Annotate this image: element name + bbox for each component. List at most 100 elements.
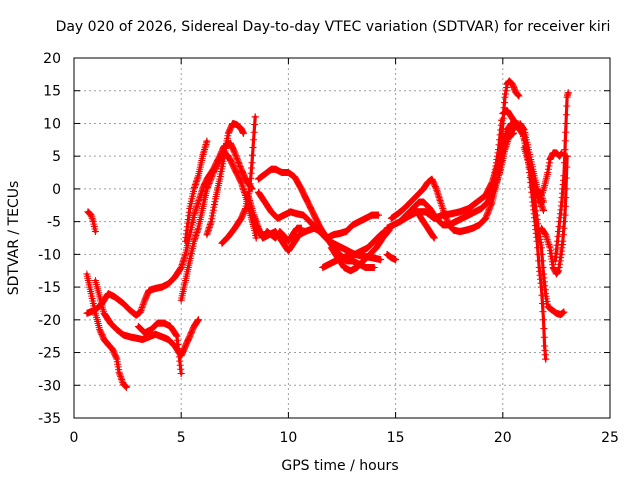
plus-marker [560, 172, 568, 180]
plus-marker [203, 137, 211, 145]
plus-marker [88, 214, 96, 222]
plus-marker [538, 250, 546, 258]
plus-marker [555, 228, 562, 235]
plus-marker [437, 198, 445, 206]
plus-marker [561, 211, 569, 219]
plus-marker [502, 87, 510, 95]
y-tick-label: 15 [43, 84, 61, 100]
plus-marker [540, 333, 548, 341]
y-tick-label: -15 [38, 280, 61, 296]
plus-marker [501, 93, 509, 101]
plus-marker [540, 325, 548, 332]
y-tick-label: -5 [47, 215, 61, 231]
series-track-27 [537, 152, 571, 278]
y-tick-label: 10 [43, 116, 61, 132]
plus-marker [250, 128, 258, 136]
y-tick-label: -10 [38, 247, 61, 263]
plus-marker [561, 146, 569, 154]
plus-marker [560, 224, 568, 232]
x-tick-label: 25 [601, 430, 619, 446]
plus-marker [560, 308, 568, 316]
series-track-16 [383, 250, 400, 264]
plus-marker [91, 228, 99, 235]
plus-marker [374, 211, 382, 219]
plus-marker [438, 203, 446, 211]
series-track-29 [551, 89, 572, 265]
plus-marker [239, 129, 247, 137]
x-tick-label: 20 [494, 430, 512, 446]
plus-marker [539, 264, 547, 271]
plus-marker [539, 300, 546, 307]
plus-marker [252, 234, 260, 242]
plus-marker [377, 256, 385, 264]
plus-marker [430, 234, 438, 242]
plus-marker [118, 377, 126, 385]
plus-marker [514, 91, 522, 99]
plus-marker [540, 316, 547, 324]
plus-marker [545, 159, 553, 167]
plus-marker [117, 373, 125, 381]
series-track-28 [537, 149, 566, 199]
plus-marker [172, 331, 180, 338]
series-track-8 [203, 120, 247, 239]
plus-marker [370, 264, 378, 271]
x-tick-label: 5 [177, 430, 186, 446]
plus-marker [515, 92, 523, 100]
plus-marker [560, 159, 568, 167]
plus-marker [492, 162, 500, 170]
series-track-2 [83, 270, 130, 391]
y-tick-label: -25 [38, 346, 61, 362]
plus-marker [249, 151, 256, 159]
plus-marker [544, 237, 552, 245]
plus-marker [525, 159, 532, 167]
plus-marker [138, 305, 145, 313]
plus-marker [540, 185, 547, 193]
plus-marker [528, 169, 536, 176]
series-track-7 [182, 137, 211, 245]
data-series [83, 77, 572, 391]
plus-marker [539, 308, 547, 316]
series-track-5 [134, 319, 185, 377]
x-tick-label: 10 [279, 430, 297, 446]
plus-marker [249, 144, 257, 151]
y-tick-label: 0 [52, 182, 61, 198]
series-track-20 [413, 208, 438, 242]
plus-marker [534, 220, 542, 228]
plus-marker [555, 267, 562, 275]
plus-marker [559, 231, 567, 239]
plus-marker [250, 136, 258, 144]
y-tick-label: -30 [38, 378, 61, 394]
plus-marker [392, 256, 400, 264]
plus-marker [177, 370, 185, 377]
plus-marker [493, 152, 501, 160]
series-track-26 [520, 144, 547, 214]
y-axis-label: SDTVAR / TECUs [6, 181, 22, 296]
plus-marker [139, 301, 147, 309]
plus-marker [194, 316, 202, 324]
plus-marker [123, 383, 130, 391]
plus-marker [562, 128, 570, 136]
plus-marker [176, 265, 184, 273]
plus-marker [490, 172, 498, 180]
series-track-19 [396, 120, 515, 226]
plus-marker [545, 242, 553, 250]
y-tick-label: 20 [43, 51, 61, 67]
plus-marker [544, 169, 552, 176]
plus-marker [542, 232, 550, 240]
plus-marker [112, 354, 120, 362]
x-axis-label: GPS time / hours [281, 458, 398, 474]
plus-marker [537, 244, 545, 252]
plus-marker [526, 164, 534, 172]
plus-marker [248, 159, 256, 167]
plus-marker [562, 111, 570, 119]
plus-marker [556, 260, 564, 268]
series-track-15 [327, 226, 393, 275]
series-track-4 [91, 277, 202, 360]
plus-marker [562, 120, 570, 127]
x-tick-labels: 0 5 10 15 20 25 [70, 430, 619, 446]
plus-marker [210, 201, 218, 208]
y-tick-labels: -35 -30 -25 -20 -15 -10 -5 0 5 10 15 20 [38, 51, 61, 427]
chart-title: Day 020 of 2026, Sidereal Day-to-day VTE… [56, 19, 611, 35]
